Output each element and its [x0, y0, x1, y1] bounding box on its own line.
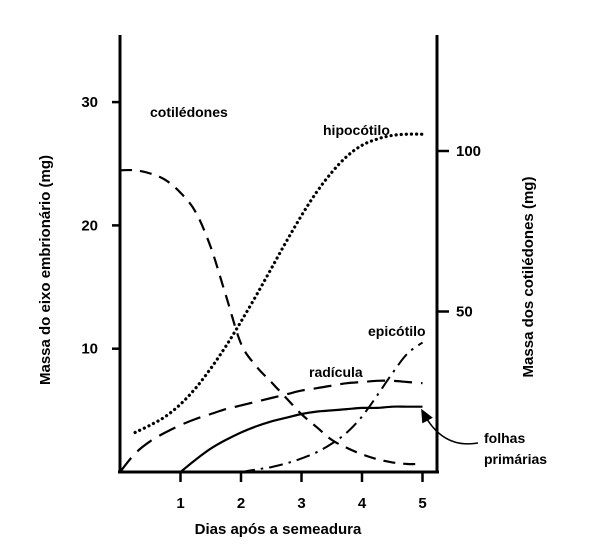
label-folhas-line1: folhas: [484, 430, 525, 446]
x-axis-title: Dias após a semeadura: [195, 521, 362, 538]
series-curves: [119, 132, 425, 473]
y-right-ticks: 50 100: [437, 143, 481, 321]
x-tick-label: 4: [358, 495, 367, 512]
label-cotiledones: cotilédones: [150, 104, 228, 120]
x-tick-label: 2: [237, 495, 245, 512]
y-left-tick-label: 10: [81, 341, 98, 358]
label-folhas-line2: primárias: [484, 451, 547, 467]
series-line-cotilédones: [119, 168, 423, 466]
label-radicula: radícula: [309, 364, 363, 380]
series-line-radícula: [119, 379, 423, 473]
label-epicotilo: epicótilo: [368, 323, 426, 339]
y-left-axis-title: Massa do eixo embrionário (mg): [37, 155, 54, 385]
series-line-folhas-primárias: [179, 405, 423, 473]
y-right-tick-label: 100: [456, 143, 481, 160]
x-tick-label: 5: [418, 495, 426, 512]
series-line-epicótilo: [240, 341, 424, 473]
x-ticks: 1 2 3 4 5: [176, 472, 427, 512]
y-left-tick-label: 20: [81, 217, 98, 234]
y-left-tick-label: 30: [81, 94, 98, 111]
x-tick-label: 3: [297, 495, 305, 512]
label-hipocotilo: hipocótilo: [323, 122, 390, 138]
y-right-axis-title: Massa dos cotilédones (mg): [520, 177, 537, 378]
folhas-pointer-arrow: [421, 408, 479, 445]
y-left-ticks: 10 20 30: [81, 94, 120, 358]
series-line-hipocótilo: [133, 132, 425, 435]
x-tick-label: 1: [176, 495, 184, 512]
y-right-tick-label: 50: [456, 304, 473, 321]
